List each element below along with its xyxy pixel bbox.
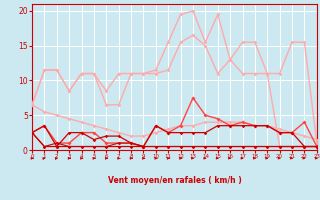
X-axis label: Vent moyen/en rafales ( km/h ): Vent moyen/en rafales ( km/h ) bbox=[108, 176, 241, 185]
